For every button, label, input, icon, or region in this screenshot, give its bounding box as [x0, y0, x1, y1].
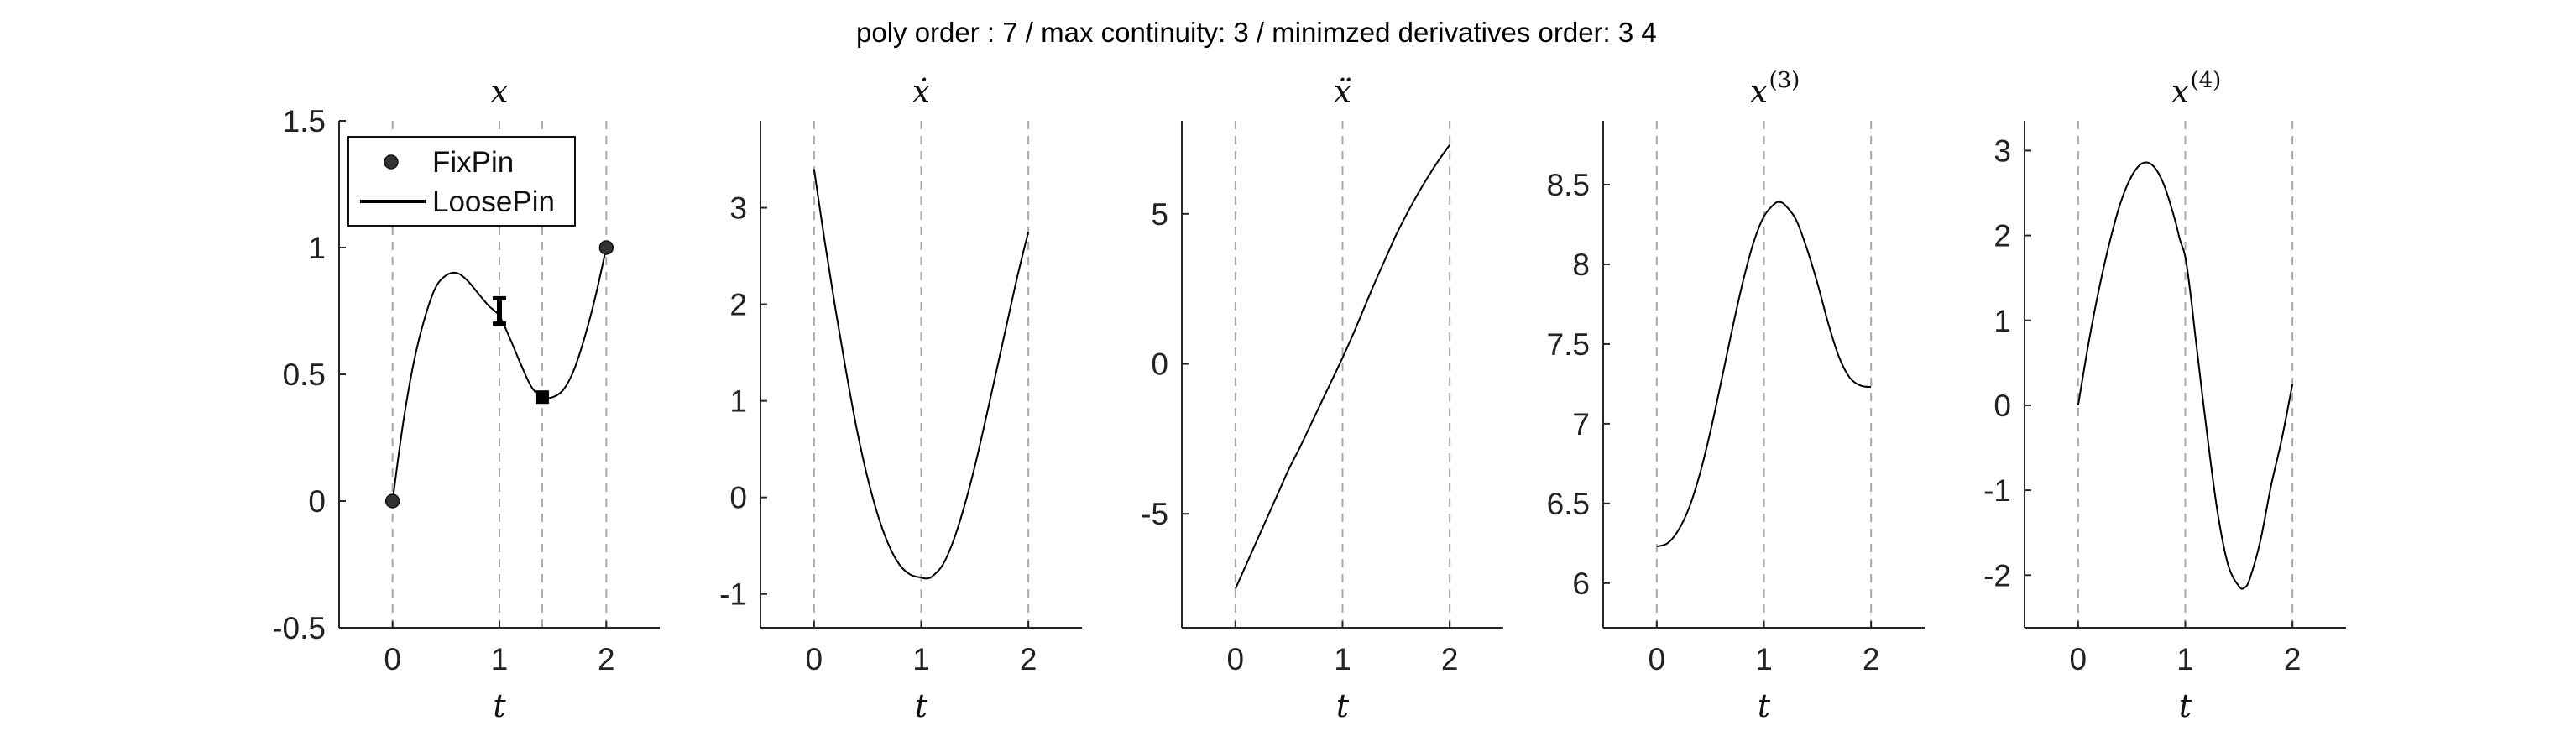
subplot-title: ẍ: [1334, 73, 1351, 110]
subplot-1: -0.5 0 0.5 1 1.5 0 1 2 t x FixPin LoosePin: [272, 73, 660, 724]
x-axis-label: t: [1336, 687, 1350, 724]
y-tick-label: -2: [1983, 558, 2011, 593]
y-tick-label: 6.5: [1547, 487, 1590, 521]
subplot-title-superscript: (4): [2191, 68, 2222, 93]
series-line-1: [813, 169, 1030, 580]
x-axis-label: t: [493, 687, 506, 724]
y-tick-label: 3: [729, 191, 747, 226]
subplot-5: -2 -1 0 1 2 3 0 1 2 t x (4): [1983, 68, 2346, 724]
series-line-1: [391, 247, 608, 502]
fixpin-marker: [384, 493, 400, 509]
x-tick-label: 0: [384, 642, 401, 676]
legend: FixPin LoosePin: [347, 136, 576, 227]
y-tick-label: -1: [719, 577, 747, 612]
x-tick-label: 0: [1649, 642, 1666, 676]
x-tick-label: 0: [806, 642, 823, 676]
y-tick-label: 1: [308, 231, 326, 265]
subplots: -0.5 0 0.5 1 1.5 0 1 2 t x FixPin LoosePin -1 0 1 2 3 0 1 2…: [272, 68, 2346, 724]
subplot-title-superscript: (3): [1769, 68, 1800, 93]
x-tick-label: 1: [912, 642, 930, 676]
subplot-title: x: [490, 73, 508, 110]
y-tick-label: 7: [1572, 407, 1590, 441]
subplot-2: -1 0 1 2 3 0 1 2 t ẋ: [719, 73, 1082, 724]
x-tick-label: 2: [1020, 642, 1037, 676]
y-tick-label: 2: [1993, 219, 2011, 253]
legend-fixpin-icon: [384, 154, 399, 170]
legend-item-loosepin: LoosePin: [432, 185, 555, 218]
subplot-3: -5 0 5 0 1 2 t ẍ: [1141, 73, 1503, 724]
x-tick-label: 1: [1334, 642, 1351, 676]
x-tick-label: 1: [1755, 642, 1773, 676]
y-tick-label: 8: [1572, 248, 1590, 282]
y-tick-label: 6: [1572, 567, 1590, 601]
y-tick-label: 1: [729, 384, 747, 419]
y-tick-label: 1: [1993, 304, 2011, 338]
y-tick-label: 0: [1993, 389, 2011, 423]
loosepin-box: [535, 390, 549, 405]
legend-item-fixpin: FixPin: [432, 146, 514, 179]
y-tick-label: 3: [1993, 133, 2011, 168]
y-tick-label: 0.5: [283, 358, 326, 392]
x-tick-label: 1: [2176, 642, 2194, 676]
y-tick-label: 7.5: [1547, 327, 1590, 362]
x-axis-label: t: [1758, 687, 1771, 724]
series-line-1: [1234, 144, 1450, 589]
x-tick-label: 2: [1863, 642, 1880, 676]
fixpin-marker: [598, 240, 614, 255]
x-axis-label: t: [2179, 687, 2192, 724]
y-tick-label: 5: [1151, 197, 1168, 232]
subplot-4: 6 6.5 7 7.5 8 8.5 0 1 2 t x (3): [1547, 68, 1925, 724]
y-tick-label: -5: [1141, 497, 1168, 531]
x-tick-label: 2: [2284, 642, 2302, 676]
y-tick-label: -0.5: [272, 611, 326, 645]
y-tick-label: 2: [729, 288, 747, 322]
subplot-title: ẋ: [912, 73, 930, 110]
legend-box: [347, 136, 576, 227]
y-tick-label: 0: [1151, 347, 1168, 381]
x-tick-label: 2: [1441, 642, 1459, 676]
x-tick-label: 0: [1227, 642, 1245, 676]
y-tick-label: -1: [1983, 473, 2011, 508]
y-tick-label: 1.5: [283, 104, 326, 138]
y-tick-label: 0: [308, 484, 326, 519]
subplot-title: x: [2171, 73, 2189, 110]
figure-title: poly order : 7 / max continuity: 3 / min…: [856, 17, 1657, 48]
y-tick-label: 0: [729, 481, 747, 515]
subplot-title: x: [1750, 73, 1768, 110]
x-tick-label: 2: [598, 642, 615, 676]
x-tick-label: 0: [2070, 642, 2087, 676]
x-tick-label: 1: [491, 642, 509, 676]
x-axis-label: t: [915, 687, 928, 724]
y-tick-label: 8.5: [1547, 168, 1590, 202]
series-line-1: [1656, 201, 1872, 548]
series-line-1: [2077, 161, 2294, 590]
